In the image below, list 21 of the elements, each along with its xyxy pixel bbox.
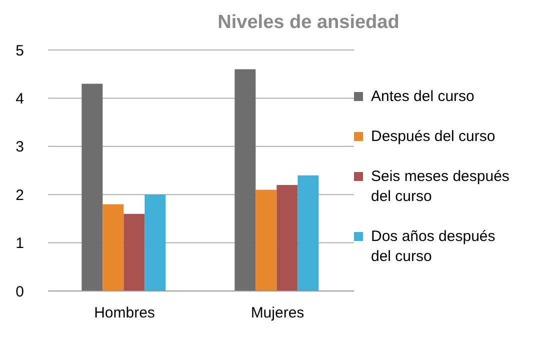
bar [276,184,298,291]
legend-label: Después del curso [371,127,496,147]
legend-label: Dos años después del curso [371,227,496,267]
bar [124,214,145,291]
bar [82,84,103,291]
y-tick-label: 5 [16,42,24,60]
x-tick-label: Hombres [94,304,155,322]
bar [298,175,319,291]
bar [256,190,277,291]
y-tick-label: 2 [16,186,24,204]
bar [234,69,256,291]
y-tick-label: 0 [16,283,24,300]
y-tick-label: 4 [16,90,24,108]
legend-label: Seis meses después del curso [371,167,510,207]
y-tick-label: 1 [16,235,24,252]
chart-title: Niveles de ansiedad [216,11,400,35]
x-tick-label: Mujeres [250,304,304,322]
bar [144,194,166,291]
y-tick-label: 3 [16,138,24,156]
legend-label: Antes del curso [371,87,476,107]
bar [102,204,124,291]
